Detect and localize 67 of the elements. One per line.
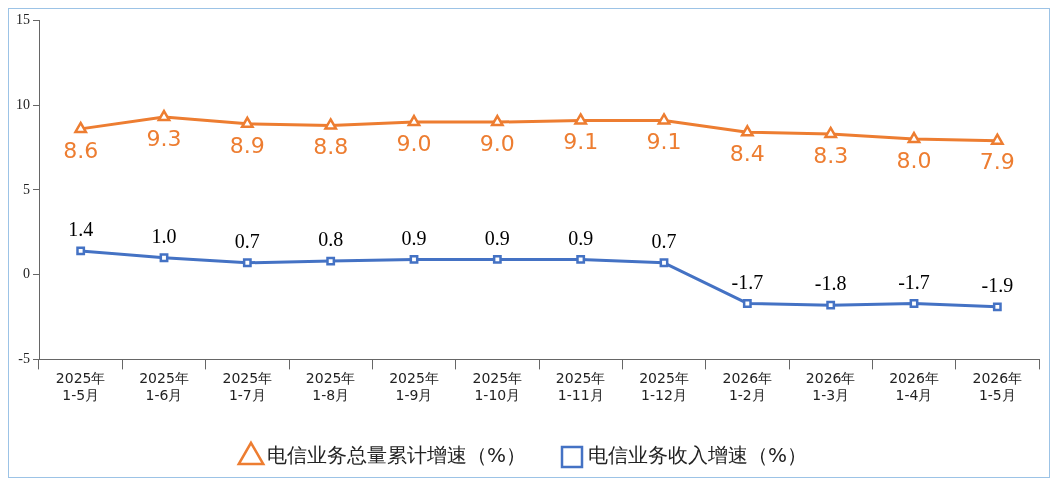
point (159, 253, 169, 263)
data-label: 8.6 (63, 137, 99, 163)
data-label: 9.3 (146, 125, 182, 151)
point (490, 114, 504, 127)
data-label: 9.1 (563, 129, 599, 155)
x-tick-label: 2025年 1-6月 (139, 370, 189, 404)
x-tick-label: 2026年 1-2月 (722, 370, 773, 404)
point (824, 126, 838, 139)
y-tick-label: -5 (18, 351, 30, 367)
data-label: 7.9 (979, 149, 1015, 175)
x-tick-label: 2025年 1-9月 (389, 370, 439, 404)
point (74, 121, 88, 134)
data-label: 1.4 (68, 218, 94, 241)
legend-label: 电信业务总量累计增速（%） (267, 443, 527, 468)
point (326, 256, 336, 266)
point (740, 125, 754, 137)
data-label: 9.0 (479, 130, 515, 156)
data-label: -1.8 (814, 272, 847, 295)
data-label: 0.9 (401, 226, 427, 249)
y-tick-label: 0 (23, 266, 30, 282)
y-tick-label: 10 (16, 96, 30, 112)
point (576, 254, 586, 264)
data-label: 8.8 (313, 134, 349, 160)
point (324, 118, 338, 130)
point (242, 258, 252, 268)
data-label: 8.3 (813, 142, 849, 168)
point (240, 116, 254, 129)
x-tick-label: 2026年 1-4月 (889, 370, 939, 404)
point (492, 254, 502, 264)
point (742, 299, 752, 308)
x-tick-label: 2025年 1-5月 (55, 370, 106, 404)
legend-label: 电信业务收入增速（%） (588, 443, 808, 468)
point (659, 258, 669, 268)
data-label: 0.9 (568, 226, 594, 249)
data-label: -1.7 (731, 270, 764, 293)
y-tick-label: 5 (23, 181, 30, 197)
data-label: 8.0 (896, 147, 932, 173)
data-label: -1.9 (981, 274, 1014, 297)
data-label: 9.1 (646, 129, 682, 155)
point (909, 299, 919, 308)
x-tick-label: 2025年 1-8月 (305, 370, 356, 404)
point (409, 254, 419, 264)
point (76, 246, 86, 256)
x-tick-label: 2025年 1-10月 (472, 370, 523, 404)
data-label: 0.8 (318, 228, 344, 251)
data-label: 0.7 (234, 230, 260, 253)
point (407, 114, 421, 127)
data-label: 9.0 (396, 130, 432, 156)
x-tick-label: 2026年 1-3月 (805, 370, 856, 404)
point (990, 133, 1004, 145)
data-label: 0.9 (484, 226, 510, 249)
x-tick-label: 2025年 1-7月 (222, 370, 273, 404)
point (157, 109, 171, 122)
data-label: 8.4 (729, 140, 765, 166)
x-tick-label: 2025年 1-11月 (555, 370, 606, 404)
data-label: 1.0 (151, 224, 177, 247)
point (992, 302, 1002, 312)
data-label: 0.7 (651, 230, 677, 253)
data-label: -1.7 (898, 270, 930, 293)
x-tick-label: 2026年 1-5月 (972, 370, 1023, 404)
x-tick-label: 2025年 1-12月 (639, 370, 689, 404)
point (826, 300, 836, 310)
data-label: 8.9 (229, 132, 265, 158)
point (657, 113, 671, 125)
y-tick-label: 15 (16, 12, 30, 28)
point (574, 113, 588, 125)
point (907, 131, 921, 144)
